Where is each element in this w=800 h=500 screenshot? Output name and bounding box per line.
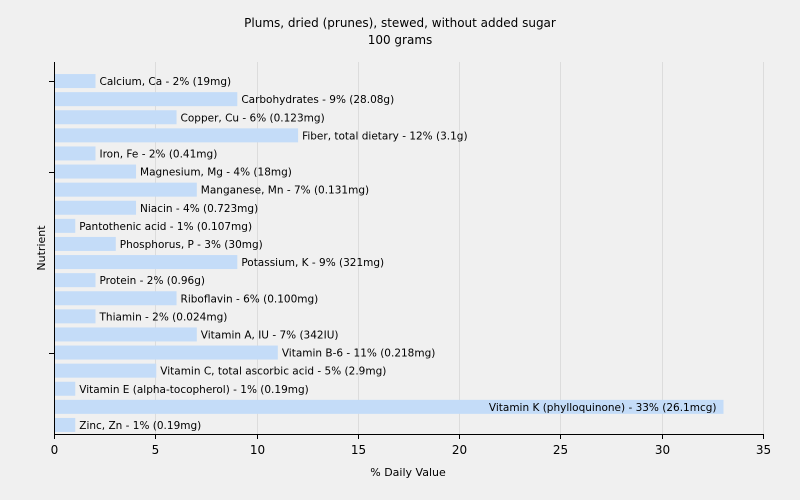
bar-label: Phosphorus, P - 3% (30mg) (120, 239, 263, 251)
bar (55, 182, 197, 197)
bar-label: Manganese, Mn - 7% (0.131mg) (201, 185, 369, 197)
x-tick-label: 35 (756, 443, 771, 457)
bar (55, 110, 177, 125)
gridlines (155, 62, 764, 434)
bar-label: Pantothenic acid - 1% (0.107mg) (79, 221, 252, 233)
x-tick-label: 0 (51, 443, 59, 457)
bar-label: Protein - 2% (0.96g) (100, 275, 206, 287)
x-tick-labels: 0 5 10 15 20 25 30 35 (51, 443, 771, 457)
bar-label: Zinc, Zn - 1% (0.19mg) (79, 420, 201, 432)
bars (55, 74, 724, 432)
bar-label: Fiber, total dietary - 12% (3.1g) (302, 130, 467, 142)
x-tick-label: 10 (250, 443, 265, 457)
bar (55, 363, 157, 378)
bar-label: Vitamin A, IU - 7% (342IU) (201, 329, 339, 341)
x-tick-label: 30 (655, 443, 670, 457)
bar-label: Copper, Cu - 6% (0.123mg) (181, 112, 325, 124)
bar (55, 200, 137, 215)
bar (55, 273, 96, 288)
bar-label: Carbohydrates - 9% (28.08g) (241, 94, 394, 106)
bar (55, 399, 724, 414)
bar-label: Calcium, Ca - 2% (19mg) (100, 76, 232, 88)
bar-label: Iron, Fe - 2% (0.41mg) (100, 148, 218, 160)
bar-labels: Calcium, Ca - 2% (19mg) Carbohydrates - 9… (79, 76, 716, 432)
bar-label: Vitamin K (phylloquinone) - 33% (26.1mcg… (489, 402, 717, 414)
bar-label: Magnesium, Mg - 4% (18mg) (140, 167, 292, 179)
bar-label: Vitamin C, total ascorbic acid - 5% (2.9… (160, 366, 386, 378)
bar-label: Niacin - 4% (0.723mg) (140, 203, 258, 215)
x-tick-label: 15 (351, 443, 366, 457)
bar (55, 381, 76, 396)
bar (55, 345, 278, 360)
bar-label: Thiamin - 2% (0.024mg) (99, 311, 228, 323)
chart-title: Plums, dried (prunes), stewed, without a… (244, 16, 556, 30)
bar-label: Riboflavin - 6% (0.100mg) (181, 293, 319, 305)
axes (49, 62, 764, 439)
x-tick-label: 20 (452, 443, 467, 457)
bar (55, 327, 197, 342)
bar (55, 164, 137, 179)
bar-label: Vitamin B-6 - 11% (0.218mg) (282, 348, 436, 360)
bar (55, 417, 76, 432)
x-tick-label: 25 (553, 443, 568, 457)
y-axis-label: Nutrient (35, 225, 48, 271)
bar-label: Vitamin E (alpha-tocopherol) - 1% (0.19m… (79, 384, 309, 396)
bar (55, 291, 177, 306)
x-axis-label: % Daily Value (370, 466, 446, 479)
bar (55, 255, 238, 270)
bar (55, 146, 96, 161)
bar (55, 92, 238, 107)
chart-subtitle: 100 grams (368, 33, 433, 47)
bar (55, 309, 96, 324)
bar (55, 74, 96, 89)
bar (55, 218, 76, 233)
x-tick-label: 5 (152, 443, 160, 457)
bar (55, 128, 299, 143)
bar-label: Potassium, K - 9% (321mg) (241, 257, 384, 269)
bar (55, 236, 116, 251)
